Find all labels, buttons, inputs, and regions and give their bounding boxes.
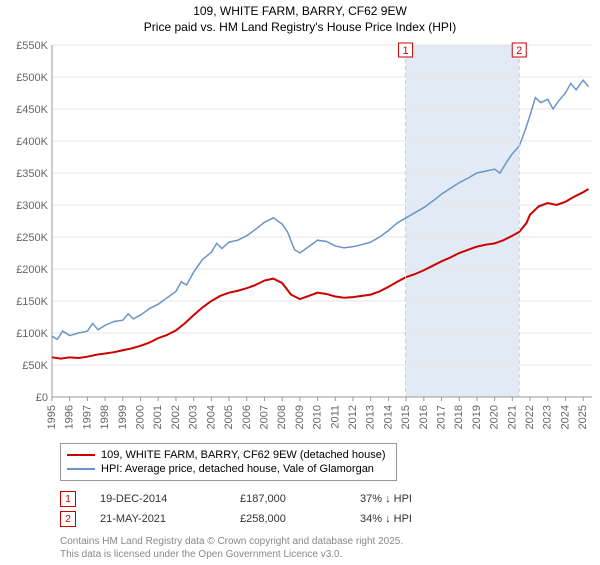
reference-row: 1 19-DEC-2014£187,00037% ↓ HPI [60, 489, 590, 509]
footer-line-2: This data is licensed under the Open Gov… [60, 548, 590, 561]
legend-label: HPI: Average price, detached house, Vale… [101, 463, 374, 475]
svg-text:1996: 1996 [64, 405, 76, 429]
svg-text:2009: 2009 [294, 405, 306, 429]
svg-text:£500K: £500K [16, 72, 48, 84]
svg-text:2014: 2014 [382, 405, 394, 429]
legend: 109, WHITE FARM, BARRY, CF62 9EW (detach… [60, 443, 397, 481]
svg-text:2022: 2022 [524, 405, 536, 429]
footer-line-1: Contains HM Land Registry data © Crown c… [60, 535, 590, 548]
svg-text:1998: 1998 [99, 405, 111, 429]
legend-swatch [67, 454, 95, 456]
svg-text:2023: 2023 [542, 405, 554, 429]
reference-marker: 1 [60, 491, 76, 507]
svg-text:2002: 2002 [170, 405, 182, 429]
svg-text:2001: 2001 [152, 405, 164, 429]
svg-text:£550K: £550K [16, 40, 48, 52]
reference-row: 2 21-MAY-2021£258,00034% ↓ HPI [60, 509, 590, 529]
svg-text:1995: 1995 [46, 405, 58, 429]
svg-text:2016: 2016 [418, 405, 430, 429]
reference-date: 19-DEC-2014 [100, 493, 240, 505]
svg-text:2019: 2019 [471, 405, 483, 429]
svg-text:2004: 2004 [205, 405, 217, 429]
reference-marker: 2 [60, 511, 76, 527]
svg-text:2010: 2010 [312, 405, 324, 429]
legend-item: 109, WHITE FARM, BARRY, CF62 9EW (detach… [67, 448, 386, 462]
legend-label: 109, WHITE FARM, BARRY, CF62 9EW (detach… [101, 449, 386, 461]
svg-text:£300K: £300K [16, 200, 48, 212]
svg-text:£150K: £150K [16, 296, 48, 308]
svg-text:2020: 2020 [489, 405, 501, 429]
reference-price: £258,000 [240, 513, 360, 525]
svg-text:2: 2 [516, 45, 522, 57]
reference-date: 21-MAY-2021 [100, 513, 240, 525]
svg-text:£200K: £200K [16, 264, 48, 276]
title-line-2: Price paid vs. HM Land Registry's House … [0, 20, 600, 36]
svg-text:1: 1 [403, 45, 409, 57]
svg-text:2000: 2000 [135, 405, 147, 429]
svg-text:2006: 2006 [241, 405, 253, 429]
reference-table: 1 19-DEC-2014£187,00037% ↓ HPI 2 21-MAY-202… [60, 489, 590, 529]
svg-text:1999: 1999 [117, 405, 129, 429]
svg-text:£100K: £100K [16, 328, 48, 340]
svg-text:2021: 2021 [506, 405, 518, 429]
chart-title: 109, WHITE FARM, BARRY, CF62 9EW Price p… [0, 0, 600, 37]
svg-text:2013: 2013 [365, 405, 377, 429]
svg-text:2018: 2018 [453, 405, 465, 429]
svg-text:£400K: £400K [16, 136, 48, 148]
reference-pct: 34% ↓ HPI [360, 513, 480, 525]
svg-text:2005: 2005 [223, 405, 235, 429]
svg-text:1997: 1997 [81, 405, 93, 429]
title-line-1: 109, WHITE FARM, BARRY, CF62 9EW [0, 4, 600, 20]
reference-pct: 37% ↓ HPI [360, 493, 480, 505]
svg-text:2015: 2015 [400, 405, 412, 429]
legend-item: HPI: Average price, detached house, Vale… [67, 462, 386, 476]
svg-text:£350K: £350K [16, 168, 48, 180]
svg-text:£250K: £250K [16, 232, 48, 244]
svg-text:2025: 2025 [577, 405, 589, 429]
legend-swatch [67, 468, 95, 470]
svg-text:2003: 2003 [188, 405, 200, 429]
svg-text:£50K: £50K [22, 360, 48, 372]
price-chart: £0 £50K £100K £150K £200K £250K £300K £350K £400… [0, 37, 600, 437]
svg-text:2008: 2008 [276, 405, 288, 429]
svg-text:2024: 2024 [559, 405, 571, 429]
svg-text:£450K: £450K [16, 104, 48, 116]
svg-text:2007: 2007 [258, 405, 270, 429]
reference-price: £187,000 [240, 493, 360, 505]
svg-text:2011: 2011 [329, 405, 341, 429]
svg-text:2017: 2017 [436, 405, 448, 429]
svg-text:2012: 2012 [347, 405, 359, 429]
svg-text:£0: £0 [36, 392, 48, 404]
footer-attribution: Contains HM Land Registry data © Crown c… [60, 535, 590, 561]
